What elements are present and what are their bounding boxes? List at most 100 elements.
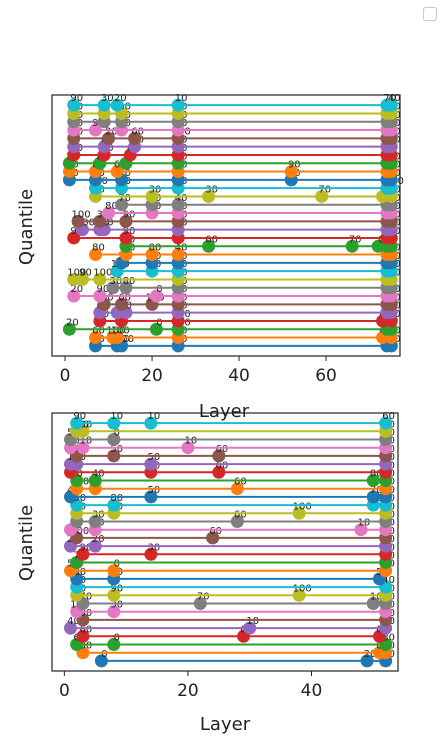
x-tick-label: 0	[60, 366, 71, 386]
data-point	[354, 523, 368, 537]
data-label: 90	[288, 160, 301, 171]
data-point	[212, 449, 226, 463]
data-point	[315, 189, 329, 203]
series-2: 60080	[70, 633, 395, 651]
data-point	[128, 131, 142, 145]
data-point	[202, 189, 216, 203]
data-label: 80	[382, 633, 395, 644]
data-point	[115, 297, 129, 311]
data-label: 10	[80, 436, 93, 447]
data-label: 30	[147, 542, 160, 553]
data-point	[115, 198, 129, 212]
data-point	[171, 98, 185, 112]
data-label: 90	[96, 284, 109, 295]
data-point	[366, 597, 380, 610]
data-label: 60	[131, 126, 144, 137]
series-15: 1006030	[70, 526, 395, 545]
data-label: 60	[234, 510, 247, 521]
data-point	[110, 165, 124, 179]
data-label: 60	[382, 411, 395, 422]
data-point	[67, 231, 81, 245]
chart-panel-top: Layer Quantile 5010010020603060100100204…	[16, 93, 404, 422]
data-label: 40	[92, 469, 105, 480]
x-tick-label: 20	[177, 681, 199, 701]
data-point	[70, 416, 84, 430]
data-label: 20	[364, 649, 377, 660]
series-27: 50040	[64, 428, 395, 446]
data-label: 40	[382, 575, 395, 586]
data-point	[230, 515, 244, 528]
data-label: 60	[80, 624, 93, 635]
data-point	[107, 588, 121, 602]
data-label: 80	[123, 276, 136, 287]
series-25: 20506050	[70, 444, 395, 463]
data-label: 70	[80, 592, 93, 603]
series-14: 202020	[64, 534, 395, 553]
data-label: 100	[106, 326, 125, 337]
data-label: 30	[110, 276, 123, 287]
data-point	[345, 239, 359, 253]
data-label: 20	[70, 284, 83, 295]
data-label: 100	[293, 583, 312, 594]
data-label: 40	[175, 193, 188, 204]
data-label: 50	[147, 452, 160, 463]
data-point	[107, 605, 121, 619]
series-17: 0306030	[70, 510, 395, 528]
data-point	[119, 231, 133, 245]
data-label: 10	[110, 411, 123, 422]
data-label: 80	[110, 493, 123, 504]
data-label: 100	[293, 501, 312, 512]
data-label: 60	[92, 326, 105, 337]
data-point	[284, 165, 298, 179]
data-label: 60	[215, 444, 228, 455]
data-point	[107, 498, 121, 512]
data-point	[149, 289, 163, 303]
data-label: 100	[72, 209, 91, 220]
data-label: 40	[67, 616, 80, 627]
data-point	[76, 441, 90, 455]
data-label: 10	[147, 411, 160, 422]
plot-frame	[51, 94, 401, 357]
data-point	[107, 416, 121, 430]
data-point	[93, 289, 107, 303]
data-point	[110, 331, 124, 345]
data-point	[379, 416, 393, 430]
data-label: 60	[234, 477, 247, 488]
data-label: 10	[370, 592, 383, 603]
series-8: 109010080	[70, 583, 395, 602]
data-label: 40	[388, 93, 401, 104]
series-23: 30606070	[64, 460, 395, 479]
data-point	[89, 123, 102, 137]
series-29: 90 10 10 60	[70, 411, 395, 430]
data-label: 100	[115, 334, 134, 345]
data-point	[107, 564, 121, 578]
series-13: 903010	[76, 542, 395, 561]
data-point	[149, 322, 163, 336]
data-label: 0	[156, 284, 162, 295]
data-label: 80	[149, 243, 162, 254]
data-label: 0	[77, 469, 83, 480]
data-label: 10	[185, 436, 198, 447]
data-label: 0	[114, 559, 120, 570]
data-point	[360, 654, 374, 668]
data-label: 60	[215, 460, 228, 471]
data-label: 20	[105, 126, 118, 137]
series-18: 80303070060	[89, 184, 401, 203]
data-label: 80	[370, 469, 383, 480]
data-point	[88, 474, 102, 487]
series-7: 70701020	[76, 592, 395, 610]
data-label: 30	[110, 600, 123, 611]
series-19: 90807030	[70, 493, 395, 512]
data-point	[107, 449, 121, 463]
plot-frame	[51, 412, 399, 672]
data-label: 60	[209, 526, 222, 537]
data-point	[384, 98, 398, 112]
data-point	[64, 621, 78, 635]
data-label: 70	[370, 485, 383, 496]
data-label: 100	[111, 326, 130, 337]
data-point	[243, 621, 257, 635]
y-axis-label: Quantile	[16, 505, 37, 581]
data-label: 70	[349, 234, 362, 245]
checkbox-icon[interactable]	[423, 7, 437, 21]
